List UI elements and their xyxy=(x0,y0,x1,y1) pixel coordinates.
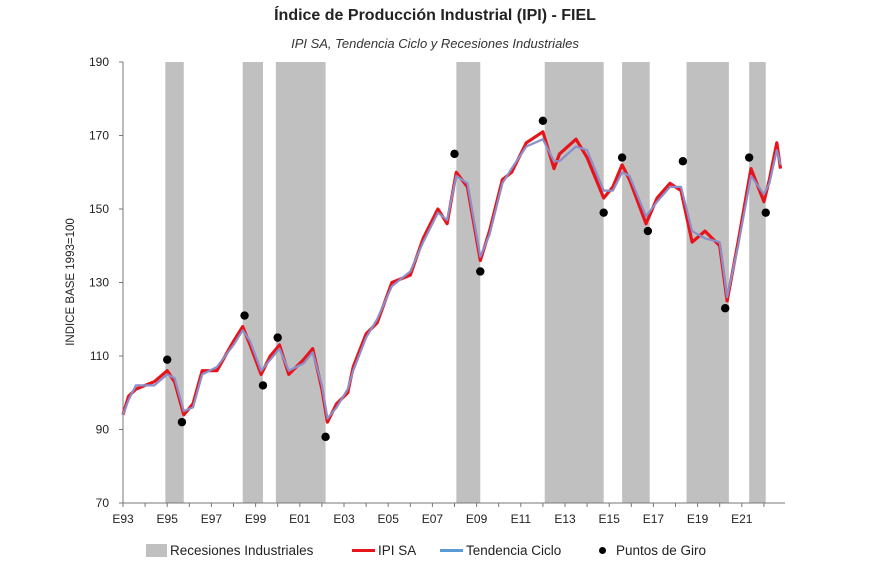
y-axis-label: INDICE BASE 1993=100 xyxy=(65,218,77,346)
trend-cycle-line xyxy=(121,138,782,420)
legend-swatch-trend xyxy=(440,548,463,552)
x-tick-label: E15 xyxy=(599,512,621,526)
turning-point xyxy=(744,153,754,162)
x-tick-label: E99 xyxy=(245,512,267,526)
recession-band xyxy=(749,62,766,503)
y-tick-label: 90 xyxy=(96,423,110,437)
recession-band xyxy=(275,62,326,503)
turning-point xyxy=(273,333,282,342)
turning-point xyxy=(450,149,459,159)
recession-band xyxy=(165,62,184,503)
recession-band xyxy=(686,62,729,503)
turning-point xyxy=(163,355,172,364)
turning-point xyxy=(538,116,548,126)
turning-point xyxy=(761,208,770,217)
x-tick-label: E95 xyxy=(157,512,179,526)
legend-item-recessions: Recesiones Industriales xyxy=(146,540,313,560)
y-tick-label: 190 xyxy=(89,55,109,69)
turning-point xyxy=(321,432,330,442)
x-tick-label: E19 xyxy=(687,512,709,526)
recession-band xyxy=(242,62,263,503)
turning-point xyxy=(258,381,268,390)
x-tick-label: E11 xyxy=(511,512,532,526)
legend-label-points: Puntos de Giro xyxy=(616,542,707,558)
x-tick-label: E01 xyxy=(289,512,311,526)
legend-item-points: Puntos de Giro xyxy=(599,540,706,560)
x-tick-label: E21 xyxy=(731,512,753,526)
x-tick-label: E03 xyxy=(333,512,355,526)
x-tick-label: E17 xyxy=(643,512,665,526)
y-tick-label: 150 xyxy=(89,202,109,216)
x-tick-label: E07 xyxy=(422,512,444,526)
chart-title: Índice de Producción Industrial (IPI) - … xyxy=(274,7,596,24)
x-tick-label: E09 xyxy=(466,512,488,526)
ipi-sa-line xyxy=(121,130,783,424)
recession-band xyxy=(456,62,481,503)
x-tick-label: E05 xyxy=(378,512,400,526)
y-tick-label: 110 xyxy=(90,349,109,363)
legend-swatch-ipi xyxy=(352,548,375,552)
x-tick-label: E97 xyxy=(201,512,223,526)
y-tick-label: 70 xyxy=(96,496,110,510)
chart-subtitle: IPI SA, Tendencia Ciclo y Recesiones Ind… xyxy=(291,36,579,51)
turning-point xyxy=(599,208,608,217)
x-tick-label: E13 xyxy=(554,512,576,526)
legend-label-trend: Tendencia Ciclo xyxy=(466,542,562,558)
y-tick-label: 130 xyxy=(89,276,109,290)
turning-point xyxy=(721,304,730,313)
x-tick-label: E93 xyxy=(112,512,134,526)
turning-point xyxy=(643,226,653,236)
legend-item-ipi: IPI SA xyxy=(352,540,416,560)
legend-label-recessions: Recesiones Industriales xyxy=(170,542,314,558)
recession-band xyxy=(622,62,650,503)
legend-label-ipi: IPI SA xyxy=(378,542,417,558)
turning-point xyxy=(476,267,485,276)
legend-swatch-points xyxy=(599,546,606,554)
recession-band xyxy=(544,62,604,503)
turning-point xyxy=(617,153,627,162)
y-tick-label: 170 xyxy=(89,129,109,143)
legend-swatch-recessions xyxy=(146,543,167,557)
turning-point xyxy=(240,311,249,320)
legend: Recesiones Industriales IPI SA Tendencia… xyxy=(0,540,870,560)
turning-point xyxy=(177,417,187,427)
legend-item-trend: Tendencia Ciclo xyxy=(440,540,561,560)
turning-point xyxy=(678,157,688,166)
